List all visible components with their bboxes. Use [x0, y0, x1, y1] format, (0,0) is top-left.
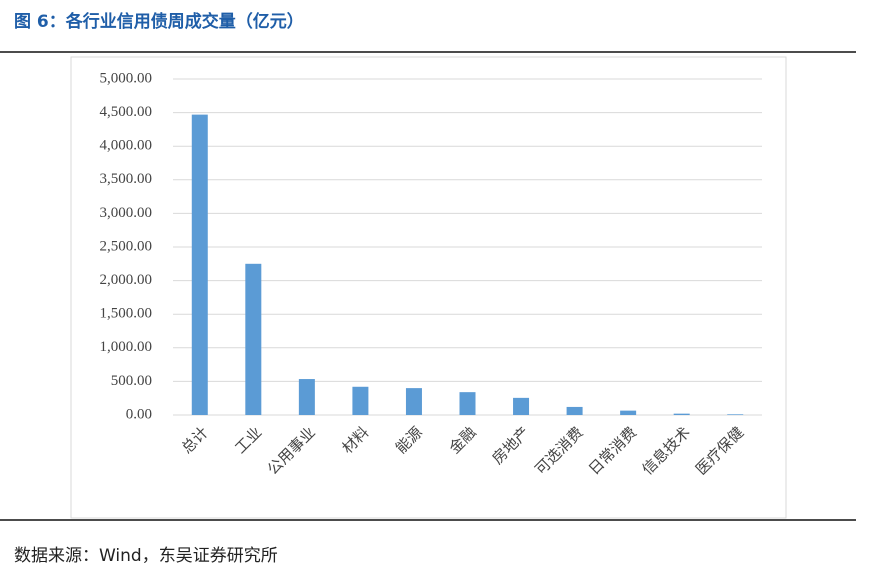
bar	[620, 410, 637, 415]
y-tick-label: 3,000.00	[100, 205, 153, 221]
y-tick-label: 0.00	[126, 406, 152, 422]
bar	[673, 413, 690, 415]
x-tick-label: 工业	[231, 423, 265, 457]
y-tick-label: 4,500.00	[100, 104, 153, 120]
x-tick-label: 房地产	[488, 423, 533, 468]
x-tick-label: 可选消费	[531, 423, 586, 478]
chart-title: 图 6：各行业信用债周成交量（亿元）	[14, 11, 304, 32]
bar	[566, 406, 583, 415]
bar	[405, 388, 422, 415]
x-tick-label: 材料	[338, 423, 372, 457]
bar	[191, 114, 208, 415]
bar	[298, 379, 315, 415]
y-tick-label: 2,500.00	[100, 238, 153, 254]
y-tick-label: 4,000.00	[100, 138, 153, 154]
x-tick-label: 日常消费	[585, 423, 640, 478]
x-tick-label: 公用事业	[264, 423, 319, 478]
bar	[245, 263, 262, 415]
bar	[727, 414, 744, 415]
y-tick-label: 5,000.00	[100, 70, 153, 86]
bar	[513, 397, 530, 415]
y-tick-label: 500.00	[111, 373, 152, 389]
chart-frame	[70, 56, 787, 519]
x-tick-label: 金融	[446, 423, 480, 457]
source-note: 数据来源：Wind，东吴证券研究所	[14, 546, 278, 566]
y-tick-label: 2,000.00	[100, 272, 153, 288]
x-tick-label: 医疗保健	[692, 423, 747, 478]
y-tick-label: 3,500.00	[100, 171, 153, 187]
bar	[459, 392, 476, 415]
x-tick-label: 能源	[392, 423, 426, 457]
x-tick-label: 总计	[178, 423, 212, 457]
y-tick-label: 1,000.00	[100, 339, 153, 355]
bar	[352, 386, 369, 415]
x-tick-label: 信息技术	[639, 423, 694, 478]
y-tick-label: 1,500.00	[100, 306, 153, 322]
